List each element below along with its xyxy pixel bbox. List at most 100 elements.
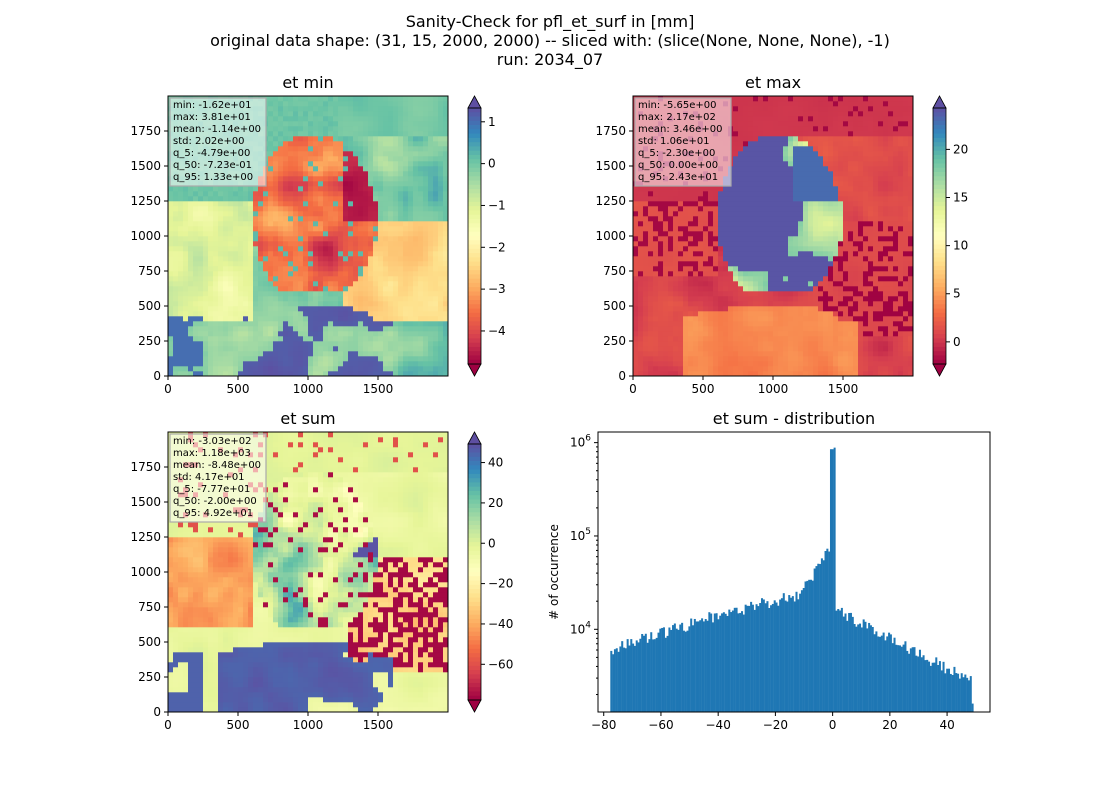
heatmap-cell [378,316,383,321]
heatmap-cell [743,246,748,251]
heatmap-cell [223,241,228,246]
heatmap-cell [233,221,238,226]
heatmap-cell [733,176,738,181]
heatmap-cell [653,256,658,261]
heatmap-cell [293,181,298,186]
heatmap-cell [738,136,743,141]
heatmap-cell [373,361,378,366]
heatmap-cell [263,281,268,286]
heatmap-cell [393,141,398,146]
heatmap-cell [263,341,268,346]
heatmap-cell [223,196,228,201]
heatmap-cell [783,326,788,331]
heatmap-cell [348,101,353,106]
heatmap-cell [638,256,643,261]
heatmap-cell [308,331,313,336]
heatmap-cell [268,161,273,166]
heatmap-cell [193,221,198,226]
heatmap-cell [753,96,758,101]
heatmap-cell [708,216,713,221]
heatmap-cell [238,291,243,296]
heatmap-cell [758,306,763,311]
heatmap-cell [288,166,293,171]
heatmap-cell [323,116,328,121]
heatmap-cell [198,326,203,331]
heatmap-cell [418,356,423,361]
heatmap-cell [763,191,768,196]
heatmap-cell [263,311,268,316]
heatmap-cell [358,246,363,251]
heatmap-cell [178,251,183,256]
heatmap-cell [663,256,668,261]
heatmap-cell [348,121,353,126]
heatmap-cell [193,211,198,216]
heatmap-cell [703,216,708,221]
heatmap-cell [678,366,683,371]
heatmap-cell [648,266,653,271]
heatmap-cell [678,226,683,231]
heatmap-cell [783,266,788,271]
heatmap-cell [703,231,708,236]
heatmap-cell [193,216,198,221]
heatmap-cell [358,101,363,106]
heatmap-cell [708,221,713,226]
heatmap-cell [318,291,323,296]
heatmap-cell [718,186,723,191]
heatmap-cell [688,341,693,346]
heatmap-cell [283,316,288,321]
heatmap-cell [308,311,313,316]
heatmap-cell [433,181,438,186]
colorbar-band [468,304,481,309]
heatmap-cell [763,246,768,251]
heatmap-cell [783,251,788,256]
heatmap-cell [423,316,428,321]
heatmap-cell [708,186,713,191]
heatmap-cell [663,271,668,276]
heatmap-cell [263,236,268,241]
heatmap-cell [423,281,428,286]
heatmap-cell [353,176,358,181]
heatmap-cell [183,321,188,326]
heatmap-cell [778,296,783,301]
heatmap-cell [718,261,723,266]
heatmap-cell [273,106,278,111]
heatmap-cell [648,261,653,266]
heatmap-cell [693,326,698,331]
heatmap-cell [218,261,223,266]
heatmap-cell [318,101,323,106]
heatmap-cell [723,236,728,241]
heatmap-cell [268,121,273,126]
heatmap-cell [438,201,443,206]
heatmap-cell [683,266,688,271]
heatmap-cell [228,316,233,321]
heatmap-cell [313,316,318,321]
heatmap-cell [403,241,408,246]
heatmap-cell [403,351,408,356]
heatmap-cell [228,196,233,201]
heatmap-cell [313,116,318,121]
heatmap-cell [658,356,663,361]
heatmap-cell [703,301,708,306]
heatmap-cell [338,176,343,181]
heatmap-cell [648,256,653,261]
heatmap-cell [283,166,288,171]
heatmap-cell [373,226,378,231]
heatmap-cell [303,216,308,221]
heatmap-cell [173,326,178,331]
heatmap-cell [718,316,723,321]
heatmap-cell [413,106,418,111]
heatmap-cell [193,281,198,286]
heatmap-cell [303,256,308,261]
heatmap-cell [363,276,368,281]
heatmap-cell [383,221,388,226]
heatmap-cell [413,286,418,291]
heatmap-cell [438,326,443,331]
heatmap-cell [343,296,348,301]
colorbar-band [468,185,481,190]
heatmap-cell [323,316,328,321]
heatmap-cell [268,131,273,136]
heatmap-cell [383,236,388,241]
heatmap-cell [353,101,358,106]
heatmap-cell [433,196,438,201]
heatmap-cell [778,101,783,106]
